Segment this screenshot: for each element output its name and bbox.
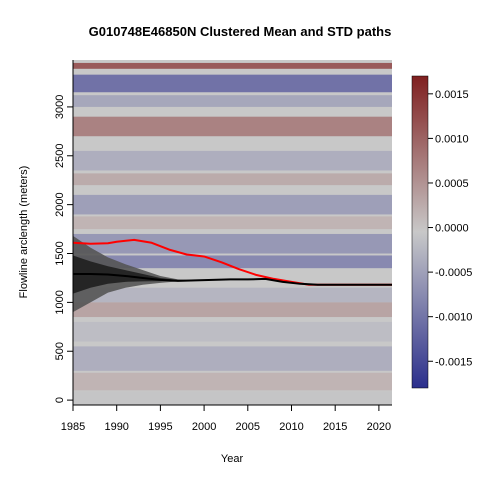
x-tick-label: 2015 bbox=[323, 421, 347, 433]
heatmap-band-7 bbox=[73, 216, 392, 230]
x-axis-label: Year bbox=[221, 453, 244, 465]
y-tick-label: 3000 bbox=[54, 95, 66, 119]
heatmap-band-15 bbox=[73, 391, 392, 405]
y-tick-label: 0 bbox=[54, 397, 66, 403]
heatmap-band-5 bbox=[73, 173, 392, 186]
std-band-1 bbox=[73, 255, 196, 294]
colorbar-tick-label: -0.0010 bbox=[435, 312, 472, 324]
colorbar: 0.0015 0.0010 0.0005 0.0000 -0.0005 -0.0010 -0… bbox=[411, 75, 472, 389]
heatmap-band-1 bbox=[73, 74, 392, 93]
y-tick-label: 1500 bbox=[54, 241, 66, 265]
y-tick-label: 1000 bbox=[54, 290, 66, 314]
mean-paths bbox=[73, 238, 392, 286]
heatmap-band-13 bbox=[73, 346, 392, 371]
heatmap-band-6 bbox=[73, 194, 392, 215]
colorbar-tick-label: 0.0015 bbox=[435, 89, 469, 101]
colorbar-tick-label: -0.0005 bbox=[435, 267, 472, 279]
std-bands bbox=[73, 235, 196, 313]
heatmap-bands bbox=[73, 62, 392, 405]
colorbar-ticks: 0.0015 0.0010 0.0005 0.0000 -0.0005 -0.0010 -0… bbox=[428, 89, 472, 368]
y-tick-label: 2500 bbox=[54, 144, 66, 168]
chart-title: G010748E46850N Clustered Mean and STD pa… bbox=[89, 24, 392, 39]
x-tick-label: 1985 bbox=[61, 421, 85, 433]
x-tick-label: 1995 bbox=[148, 421, 172, 433]
heatmap-band-9 bbox=[73, 255, 392, 269]
colorbar-tick-label: 0.0005 bbox=[435, 178, 469, 190]
series-line-1 bbox=[73, 273, 392, 286]
y-axis-ticks: 0 500 1000 1500 2000 2500 3000 bbox=[54, 95, 73, 403]
colorbar-tick-label: 0.0010 bbox=[435, 133, 469, 145]
colorbar-tick-label: 0.0000 bbox=[435, 223, 469, 235]
y-axis-label: Flowline arclength (meters) bbox=[18, 166, 30, 299]
heatmap-band-0 bbox=[73, 62, 392, 69]
heatmap-band-10 bbox=[73, 287, 392, 303]
y-tick-label: 500 bbox=[54, 342, 66, 360]
colorbar-tick-label: -0.0015 bbox=[435, 356, 472, 368]
heatmap-band-2 bbox=[73, 95, 392, 107]
x-tick-label: 2005 bbox=[236, 421, 260, 433]
heatmap-band-8 bbox=[73, 233, 392, 254]
x-tick-label: 2010 bbox=[279, 421, 303, 433]
x-tick-label: 1990 bbox=[104, 421, 128, 433]
heatmap-band-14 bbox=[73, 372, 392, 391]
x-tick-label: 2020 bbox=[367, 421, 391, 433]
y-tick-label: 2000 bbox=[54, 192, 66, 216]
plot-area bbox=[73, 60, 392, 405]
heatmap-band-3 bbox=[73, 116, 392, 137]
colorbar-gradient bbox=[411, 75, 429, 389]
heatmap-band-4 bbox=[73, 150, 392, 171]
heatmap-band-12 bbox=[73, 321, 392, 342]
x-tick-label: 2000 bbox=[192, 421, 216, 433]
heatmap-band-11 bbox=[73, 302, 392, 318]
x-axis-ticks: 1985 1990 1995 2000 2005 2010 2015 2020 bbox=[61, 405, 391, 433]
